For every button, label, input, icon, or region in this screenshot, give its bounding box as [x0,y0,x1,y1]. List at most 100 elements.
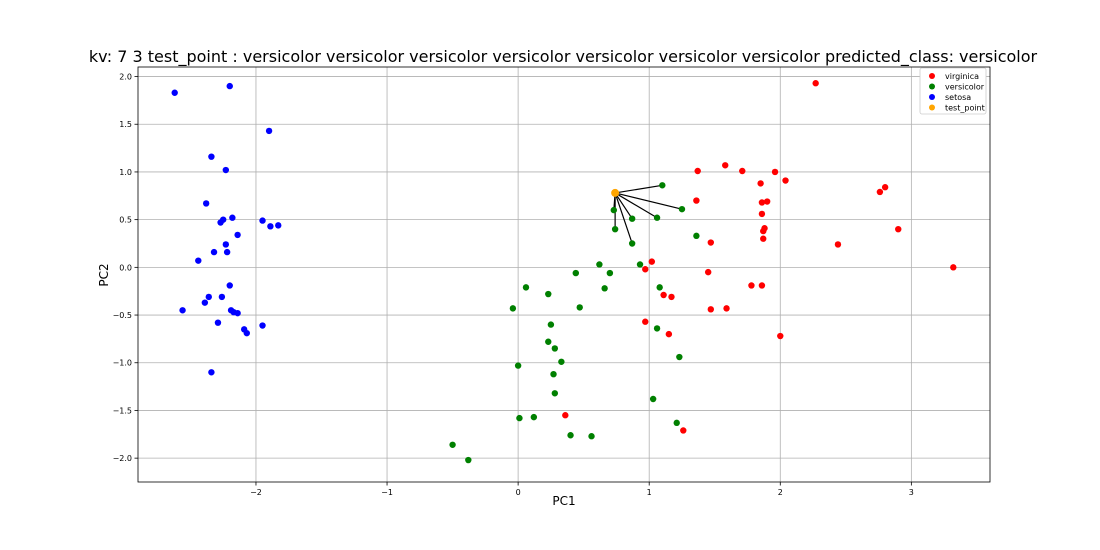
setosa-point [217,219,224,226]
setosa-point [222,241,230,248]
y-tick-label: −1.0 [113,359,132,368]
setosa-point [234,231,241,239]
versicolor-point [678,205,686,213]
versicolor-point [656,284,663,291]
virginica-point [648,258,656,265]
setosa-point [234,309,241,317]
setosa-point [171,89,178,96]
series-setosa [171,82,282,376]
versicolor-point [628,215,636,222]
virginica-point [758,199,766,206]
neighbor-line [614,192,683,210]
data-points [171,80,957,464]
setosa-point [179,307,186,314]
setosa-point [229,214,236,221]
versicolor-point [551,345,559,352]
y-tick-label: −0.5 [113,311,132,320]
virginica-point [834,241,842,248]
test-point-point [611,188,620,197]
versicolor-point [676,353,683,361]
setosa-point [226,282,233,289]
setosa-point [218,293,226,301]
virginica-point [680,427,687,434]
virginica-point [642,318,649,325]
setosa-point [208,369,215,376]
y-tick-label: 1.0 [119,168,132,177]
legend-marker [929,83,935,90]
virginica-point [760,227,767,235]
versicolor-point [522,284,530,291]
versicolor-point [610,206,618,214]
versicolor-point [514,362,522,369]
versicolor-point [545,338,552,345]
y-tick-label: −1.5 [113,406,132,415]
setosa-point [259,217,266,224]
virginica-point [895,225,902,233]
versicolor-point [653,214,661,221]
versicolor-point [547,321,555,328]
virginica-point [665,330,673,338]
virginica-point [748,282,755,289]
versicolor-point [545,290,552,298]
versicolor-point [572,269,579,277]
virginica-point [758,210,766,218]
virginica-point [782,177,789,184]
versicolor-point [673,419,680,427]
legend-label: test_point [945,104,985,113]
setosa-point [243,329,250,337]
setosa-point [275,222,282,229]
virginica-point [642,266,649,273]
legend-marker [929,73,935,79]
y-tick-label: 2.0 [119,73,132,82]
setosa-point [195,257,202,264]
legend-marker [929,104,935,111]
versicolor-point [693,232,700,240]
virginica-point [562,412,569,419]
neighbor-line [614,192,658,219]
neighbor-line [614,192,633,244]
versicolor-point [628,240,636,247]
virginica-point [723,305,730,312]
virginica-point [757,180,764,187]
setosa-point [226,82,233,90]
virginica-point [876,188,884,196]
virginica-point [722,162,729,169]
x-tick-label: 3 [909,488,914,497]
x-axis-label: PC1 [552,494,575,508]
setosa-point [205,293,212,301]
virginica-point [660,291,667,299]
virginica-point [668,293,675,301]
setosa-point [201,299,209,306]
versicolor-point [465,456,472,464]
setosa-point [222,166,230,174]
versicolor-point [567,432,574,439]
virginica-point [760,235,767,242]
setosa-point [214,319,222,326]
legend-label: setosa [945,93,971,102]
setosa-point [259,322,266,329]
versicolor-point [636,261,644,268]
versicolor-point [601,285,608,292]
x-tick-label: 0 [516,488,521,497]
versicolor-point [588,433,595,440]
versicolor-point [606,269,614,277]
setosa-point [265,127,273,135]
virginica-point [704,268,712,276]
versicolor-point [653,325,661,332]
chart-title: kv: 7 3 test_point : versicolor versicol… [89,47,1038,67]
series-versicolor [449,182,700,464]
versicolor-point [516,414,523,422]
virginica-point [693,197,700,204]
setosa-point [202,200,210,207]
legend-box [919,67,987,115]
versicolor-point [550,370,557,378]
series-test-point [611,188,620,197]
virginica-point [812,80,819,87]
y-tick-label: 1.5 [119,120,132,129]
y-tick-label: −2.0 [113,454,132,463]
virginica-point [758,282,766,289]
virginica-point [739,167,746,175]
neighbor-line [615,184,663,194]
